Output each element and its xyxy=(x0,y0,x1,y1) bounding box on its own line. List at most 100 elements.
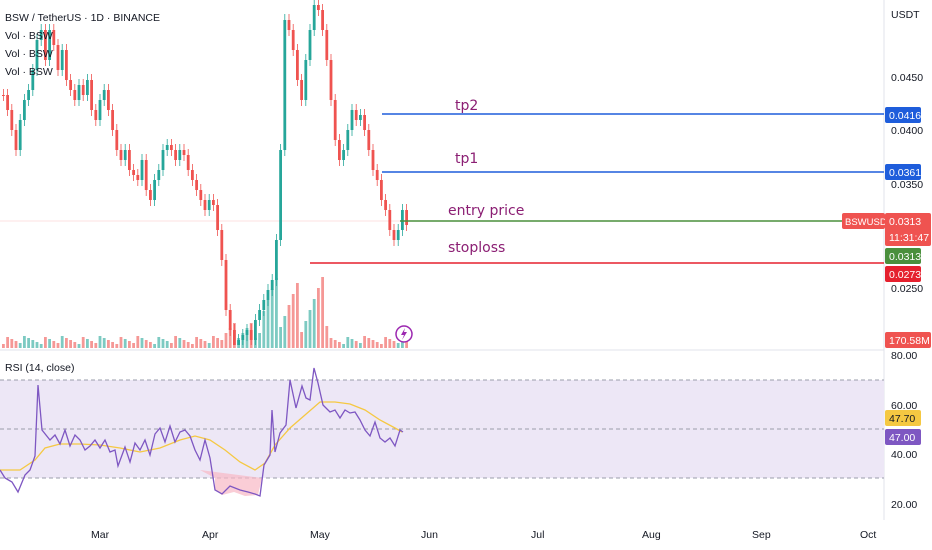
volume-bar xyxy=(132,343,135,348)
candle-body xyxy=(170,145,173,150)
candle-body xyxy=(56,45,60,70)
time-label: Mar xyxy=(91,529,110,541)
candle-body xyxy=(270,280,274,290)
volume-bar xyxy=(182,340,186,348)
svg-text:0.0416: 0.0416 xyxy=(889,110,921,122)
candle-body xyxy=(136,175,140,180)
candle-body xyxy=(35,40,39,70)
candle-body xyxy=(359,115,362,120)
rsi-value-tag[interactable]: 47.00 xyxy=(885,429,921,445)
entry-annotation[interactable]: entry price xyxy=(448,203,524,219)
rsi-tick: 80.00 xyxy=(891,350,917,362)
candle-body xyxy=(405,210,408,225)
candle-body xyxy=(287,20,291,30)
candle-body xyxy=(144,160,148,190)
candle-body xyxy=(258,310,261,320)
volume-bar xyxy=(216,338,219,348)
tp1-price-tag[interactable]: 0.0361 xyxy=(885,164,921,180)
candle-body xyxy=(60,50,64,70)
rsi-ma-tag[interactable]: 47.70 xyxy=(885,410,921,426)
volume-bar xyxy=(119,337,123,348)
candle-body xyxy=(14,130,18,150)
candle-body xyxy=(182,150,186,155)
volume-bar xyxy=(10,339,14,348)
volume-bar xyxy=(321,277,324,348)
candle-body xyxy=(23,100,26,120)
tp2-annotation[interactable]: tp2 xyxy=(455,98,478,114)
volume-bar xyxy=(262,311,266,348)
volume-bar xyxy=(354,341,358,348)
lightning-icon[interactable] xyxy=(395,325,413,343)
candle-body xyxy=(254,320,257,340)
candle-body xyxy=(186,155,190,170)
volume-bar xyxy=(144,340,148,348)
svg-text:0.0273: 0.0273 xyxy=(889,269,921,281)
volume-bar xyxy=(224,333,228,348)
candle-body xyxy=(228,310,232,330)
svg-text:BSWUSDT: BSWUSDT xyxy=(845,217,893,228)
candle-body xyxy=(39,30,43,40)
volume-bar xyxy=(384,337,387,348)
symbol-legend[interactable]: BSW / TetherUS · 1D · BINANCE xyxy=(5,12,161,24)
candle-body xyxy=(220,230,224,260)
rsi-legend[interactable]: RSI (14, close) xyxy=(5,362,75,374)
volume-bar xyxy=(73,342,77,348)
volume-bar xyxy=(14,341,18,348)
last-price-tag[interactable]: 0.0313 11:31:47 xyxy=(885,213,931,246)
volume-bar xyxy=(283,316,287,348)
candle-body xyxy=(308,30,312,60)
stoploss-price-tag[interactable]: 0.0273 xyxy=(885,266,921,282)
volume-bar xyxy=(275,278,278,348)
svg-text:0.0361: 0.0361 xyxy=(889,167,921,179)
candle-body xyxy=(199,190,203,200)
candle-body xyxy=(98,100,102,120)
candle-body xyxy=(375,170,379,180)
volume-tag[interactable]: 170.58M xyxy=(885,332,931,348)
candle-body xyxy=(367,130,371,150)
entry-price-tag[interactable]: 0.0313 xyxy=(885,248,921,264)
volume-bar xyxy=(245,328,249,348)
candle-body xyxy=(392,230,396,240)
volume-bar xyxy=(123,339,127,348)
volume-bar xyxy=(107,340,110,348)
volume-bar xyxy=(39,344,43,348)
candle-body xyxy=(279,150,282,240)
candle-body xyxy=(283,20,287,150)
volume-bar xyxy=(115,344,119,348)
candle-body xyxy=(380,180,383,200)
candle-body xyxy=(401,210,404,230)
tp2-price-tag[interactable]: 0.0416 xyxy=(885,107,921,123)
volume-legend[interactable]: Vol · BSW xyxy=(5,30,53,42)
stoploss-annotation[interactable]: stoploss xyxy=(448,240,505,256)
tp1-annotation[interactable]: tp1 xyxy=(455,151,478,167)
candle-body xyxy=(325,30,329,60)
volume-bar xyxy=(279,327,282,348)
volume-bar xyxy=(56,343,60,348)
rsi-tick: 60.00 xyxy=(891,400,917,412)
volume-bar xyxy=(249,323,253,348)
candle-body xyxy=(115,130,119,150)
candle-body xyxy=(291,30,295,50)
volume-bar xyxy=(396,343,400,348)
candle-body xyxy=(140,160,144,180)
price-tick: 0.0400 xyxy=(891,125,923,137)
volume-bar xyxy=(157,337,161,348)
volume-bar xyxy=(170,343,173,348)
svg-text:47.00: 47.00 xyxy=(889,432,915,444)
volume-bar xyxy=(338,342,341,348)
candle-body xyxy=(2,95,5,96)
symbol-tag[interactable]: BSWUSDT xyxy=(842,213,893,229)
volume-bar xyxy=(18,343,22,348)
volume-bar xyxy=(94,343,98,348)
candle-body xyxy=(321,10,324,30)
volume-series xyxy=(2,277,408,348)
candle-body xyxy=(165,145,169,150)
volume-legend[interactable]: Vol · BSW xyxy=(5,48,53,60)
volume-bar xyxy=(6,337,9,348)
volume-legend[interactable]: Vol · BSW xyxy=(5,66,53,78)
volume-bar xyxy=(98,336,102,348)
volume-bar xyxy=(178,338,182,348)
candle-body xyxy=(300,80,303,100)
